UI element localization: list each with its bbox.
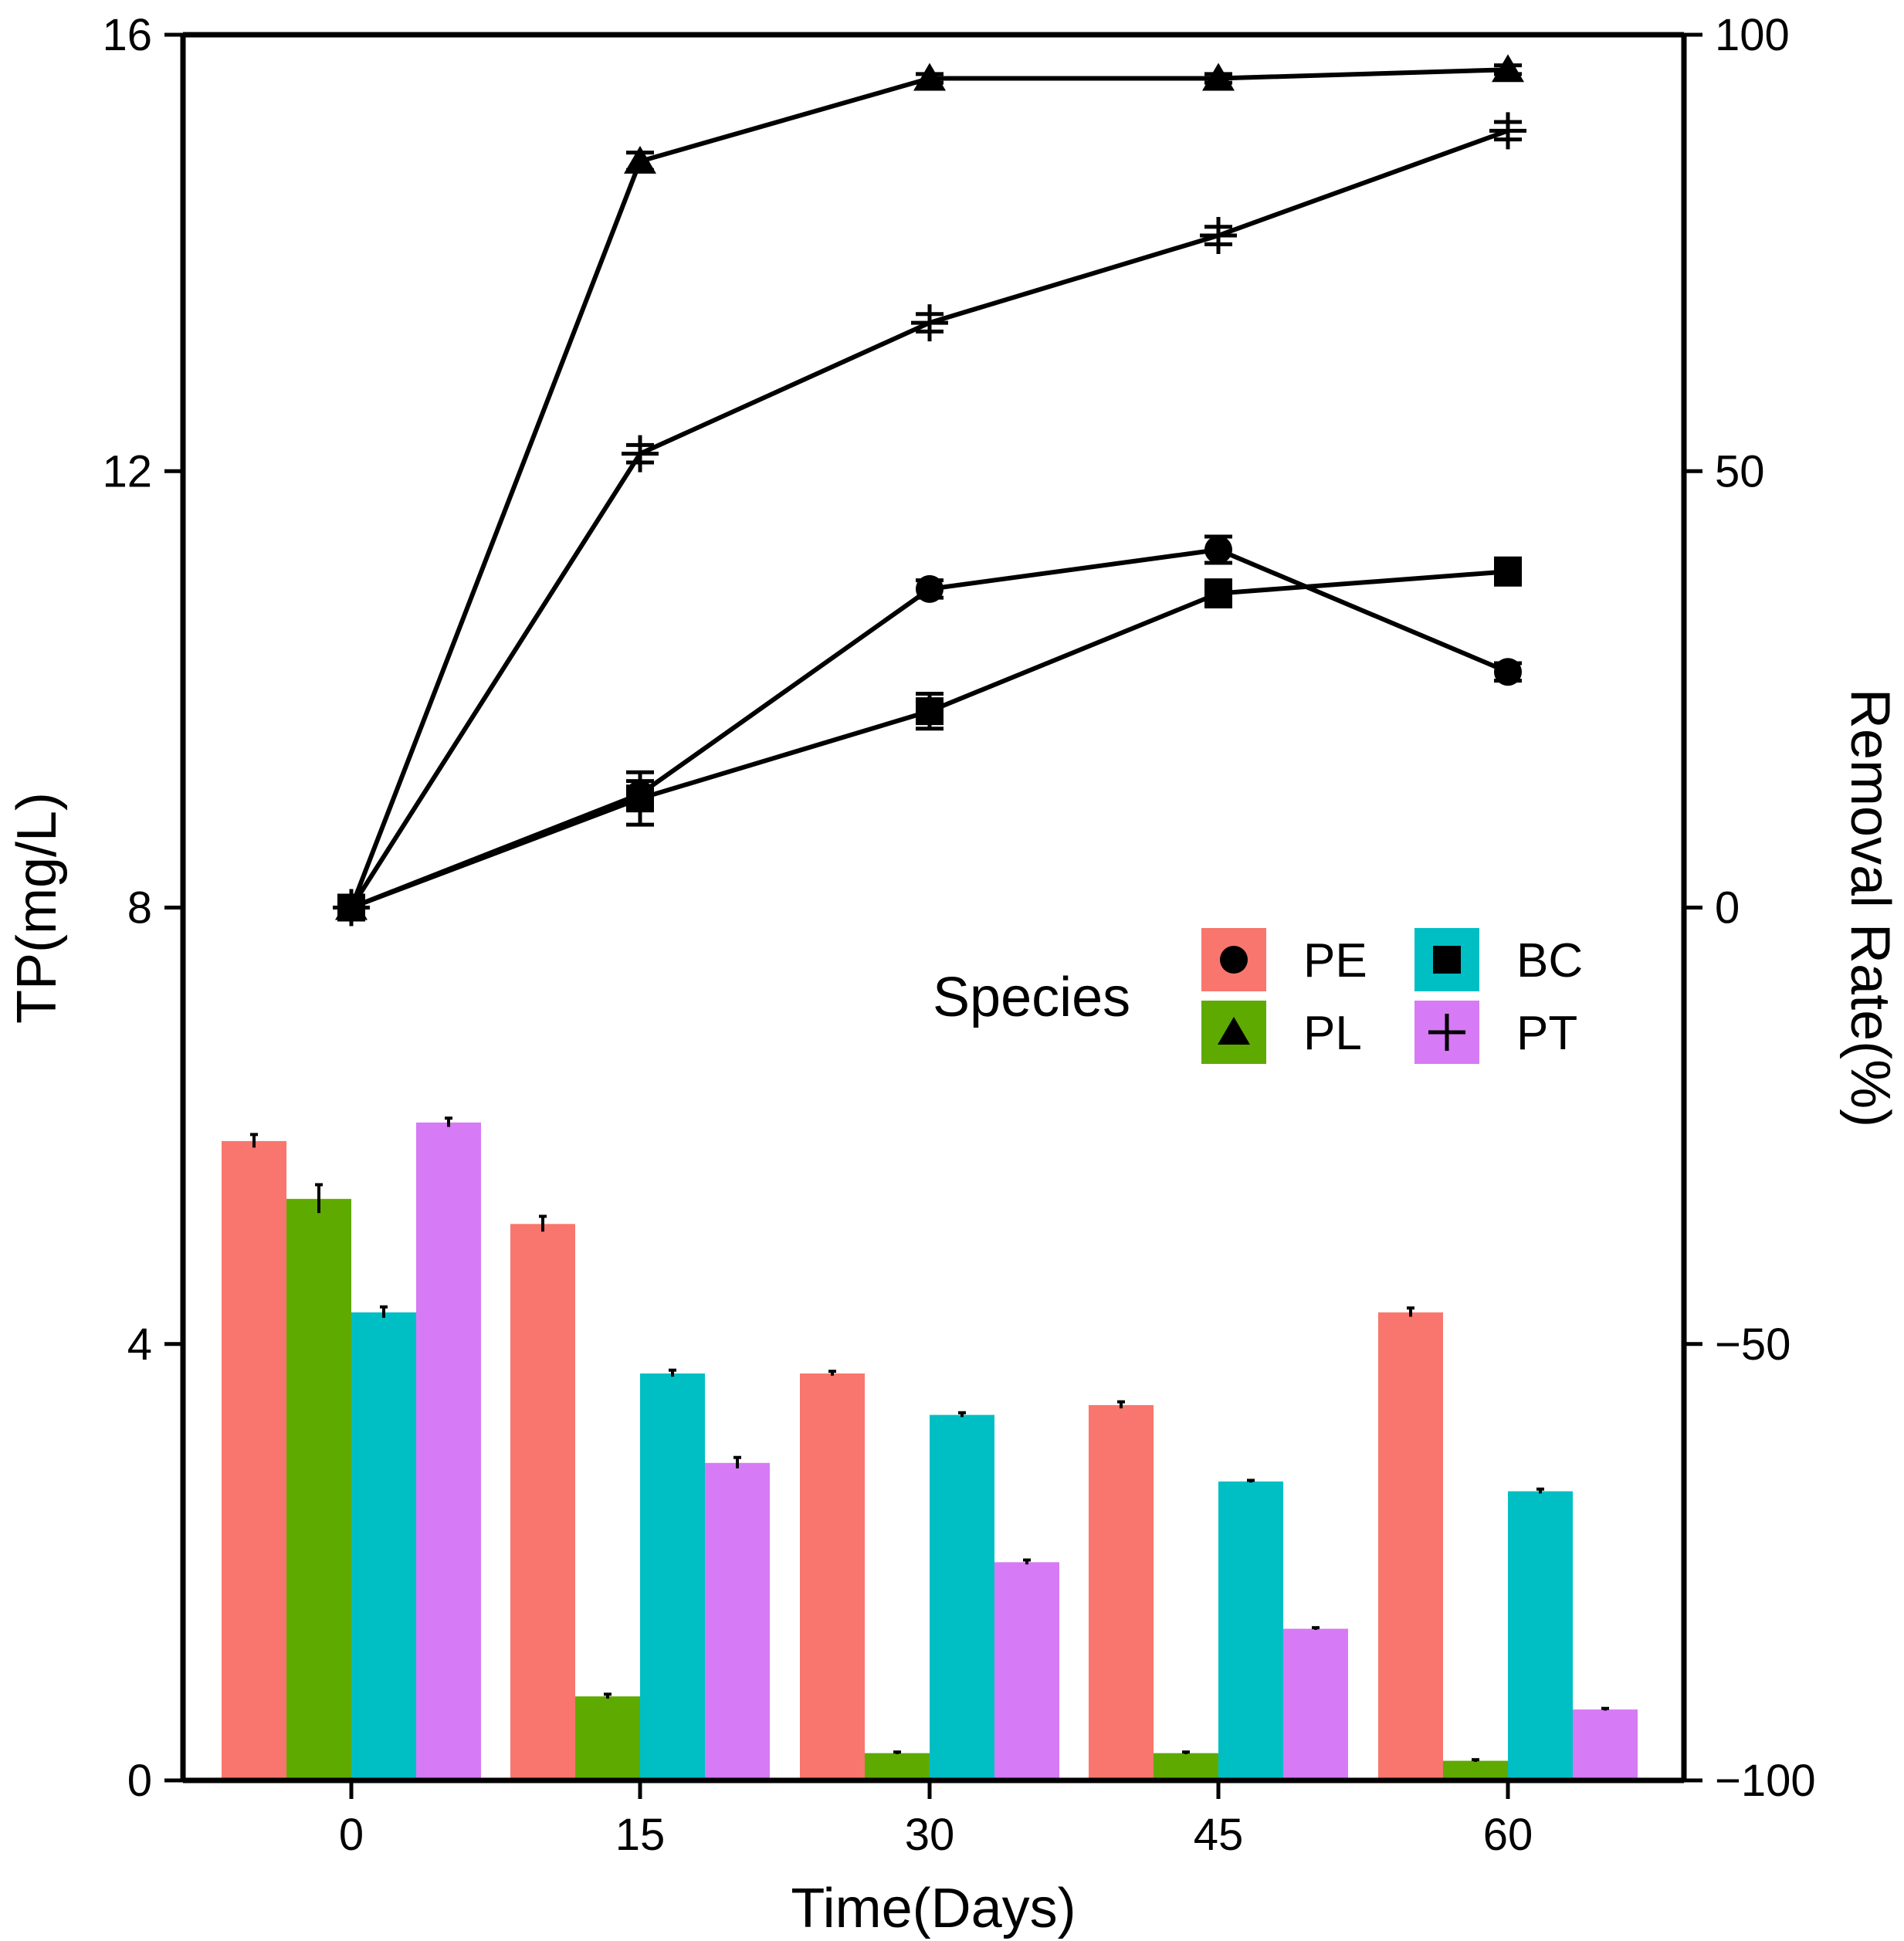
bar-pe-day-45 [1089,1404,1154,1780]
marker-pl-day-30 [913,63,946,91]
marker-pe-day-60 [1494,658,1522,686]
bar-error-bc-day-15 [669,1368,676,1377]
y2-tick-label-2: 0 [1715,883,1740,933]
marker-pl-day-45 [1202,63,1235,91]
marker-pe-day-45 [1204,535,1232,564]
marker-bc-day-30 [916,697,944,726]
y2-tick-label-4: 100 [1715,10,1790,60]
bar-error-pl-day-0 [315,1183,323,1214]
bar-pl-day-45 [1154,1753,1218,1780]
x-tick-label-15: 15 [615,1810,666,1860]
y-axis-title: TP(mg/L) [6,792,68,1024]
bar-bc-day-60 [1508,1491,1573,1780]
y2-tick-label-0: −100 [1715,1756,1816,1806]
bar-bc-day-0 [351,1312,416,1780]
legend: Species PE PL BC PT [933,928,1583,1064]
x-tick-label-0: 0 [339,1810,364,1860]
legend-title: Species [933,967,1130,1028]
bar-error-pe-day-0 [250,1133,258,1148]
marker-bc-day-60 [1494,557,1522,586]
bar-error-bc-day-60 [1536,1487,1544,1494]
marker-pt-day-30 [911,304,948,342]
legend-marker-pl [1218,1017,1250,1045]
bars-layer [222,1116,1638,1780]
legend-label-pl: PL [1303,1007,1362,1060]
bar-error-pl-day-15 [604,1692,612,1699]
line-bc [350,569,1509,910]
x-axis-title: Time(Days) [791,1878,1076,1939]
bar-error-pe-day-15 [539,1214,547,1232]
bar-error-pt-day-45 [1312,1626,1320,1630]
x-tick-label-45: 45 [1194,1810,1244,1860]
bar-pe-day-60 [1378,1312,1443,1780]
marker-pt-day-45 [1200,217,1237,255]
bar-pe-day-15 [510,1224,575,1780]
y-tick-label-12: 12 [102,446,152,496]
bar-pt-day-0 [416,1122,481,1780]
ticks-layer: 0 15 30 45 60 0 4 8 12 16 −100 −50 0 50 100 [102,10,1815,1860]
marker-pl-day-15 [624,145,656,174]
bar-pl-day-0 [286,1198,351,1780]
bar-error-bc-day-45 [1247,1479,1255,1483]
bar-error-pt-day-30 [1023,1558,1031,1565]
bar-error-pl-day-60 [1472,1758,1479,1762]
y-tick-label-16: 16 [102,10,152,60]
legend-marker-pt [1428,1014,1465,1051]
bar-error-pt-day-0 [445,1116,452,1127]
bar-pe-day-30 [800,1373,865,1780]
bar-error-pt-day-15 [733,1455,741,1468]
bar-pl-day-30 [865,1753,930,1780]
marker-bc-day-15 [626,784,654,813]
bar-bc-day-30 [930,1414,994,1780]
y-tick-label-8: 8 [127,883,152,933]
bar-error-pe-day-45 [1117,1400,1125,1409]
y2-axis-title: Removal Rate(%) [1839,689,1901,1127]
legend-marker-bc [1433,946,1461,974]
legend-marker-pe [1220,946,1248,974]
marker-pe-day-30 [916,574,944,603]
bar-pl-day-60 [1443,1760,1508,1780]
y2-tick-label-3: 50 [1715,446,1765,496]
bar-error-pt-day-60 [1601,1706,1609,1711]
legend-label-bc: BC [1516,934,1583,987]
x-tick-label-60: 60 [1483,1810,1533,1860]
bar-error-pe-day-30 [828,1370,836,1376]
marker-pt-day-15 [622,435,659,473]
bar-pt-day-60 [1573,1709,1638,1780]
bar-bc-day-45 [1218,1481,1283,1780]
y-tick-label-0: 0 [127,1756,152,1806]
legend-label-pt: PT [1516,1007,1577,1060]
y-tick-label-4: 4 [127,1319,152,1370]
marker-pl-day-60 [1492,54,1524,83]
bar-error-bc-day-0 [380,1305,388,1318]
y2-tick-label-1: −50 [1715,1319,1791,1370]
marker-pt-day-60 [1489,112,1526,150]
bar-error-pe-day-60 [1407,1306,1414,1317]
marker-pt-day-0 [333,889,370,926]
legend-label-pe: PE [1303,934,1367,987]
bar-pe-day-0 [222,1140,286,1780]
bar-error-bc-day-30 [958,1411,966,1418]
bar-pt-day-45 [1283,1628,1348,1780]
line-pt [349,128,1509,910]
bar-pt-day-30 [994,1562,1059,1780]
x-tick-label-30: 30 [905,1810,955,1860]
marker-bc-day-45 [1204,579,1232,608]
lines-layer [333,54,1526,926]
bar-pl-day-15 [575,1696,640,1780]
bar-pt-day-15 [705,1462,770,1780]
bar-error-pl-day-30 [893,1750,901,1755]
bar-bc-day-15 [640,1373,705,1780]
bar-error-pl-day-45 [1182,1750,1190,1755]
